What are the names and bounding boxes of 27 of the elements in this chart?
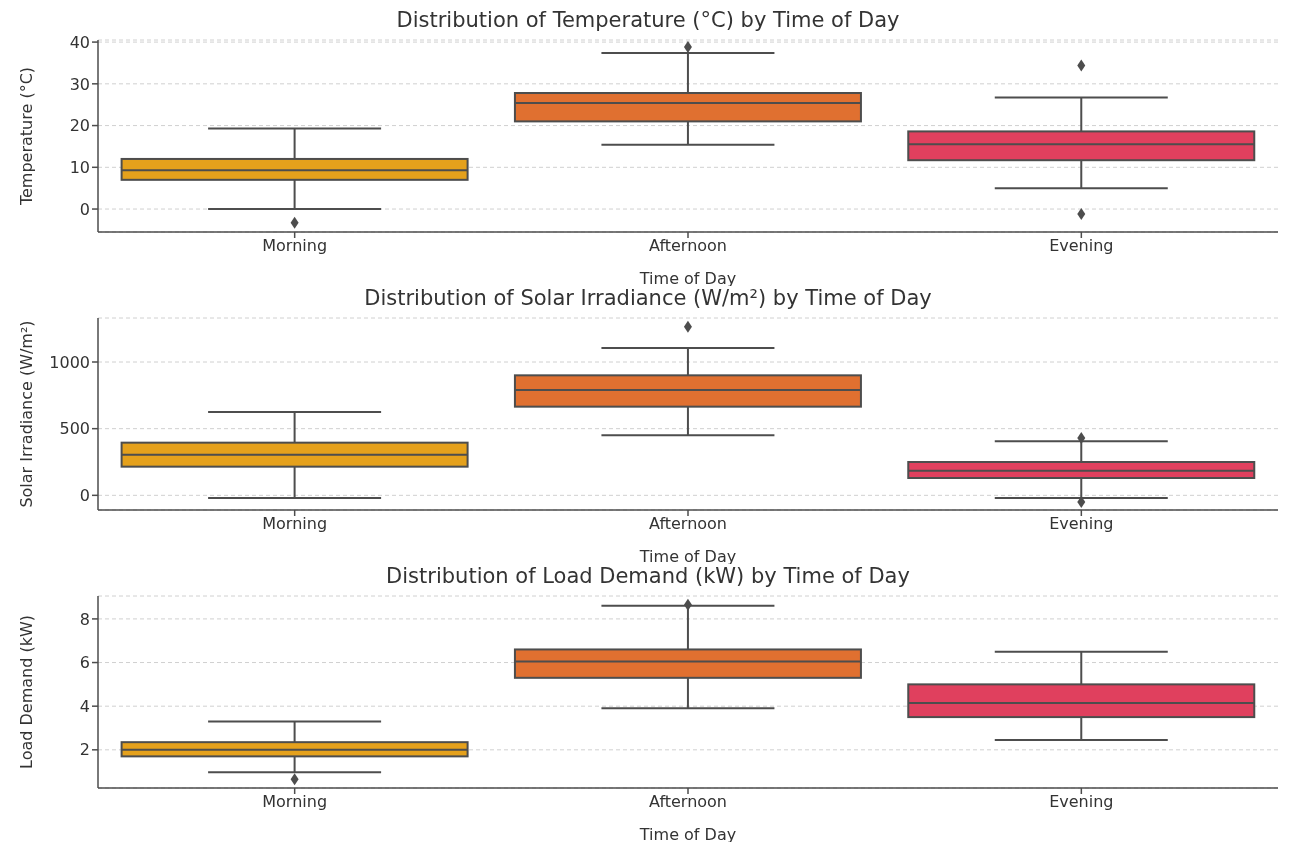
chart-title: Distribution of Solar Irradiance (W/m²) by Time of Day [363,286,933,312]
y-tick-label: 2 [79,740,90,760]
y-tick-label: 6 [79,653,90,673]
x-tick-label: Afternoon [649,236,727,256]
x-tick-label: Morning [262,792,328,812]
y-tick-label: 30 [69,74,90,94]
y-tick-label: 20 [69,116,90,136]
y-tick-label: 10 [69,157,90,177]
chart-title: Distribution of Temperature (°C) by Time of Day [395,8,901,34]
y-tick-label: 1000 [49,352,90,372]
y-tick-label: 0 [79,199,90,219]
y-tick-label: 8 [79,609,90,629]
x-tick-label: Afternoon [649,514,727,534]
y-tick-label: 500 [59,419,90,439]
x-tick-label: Morning [262,236,328,256]
y-axis-title: Load Demand (kW) [16,615,36,769]
y-tick-label: 0 [79,486,90,506]
x-tick-label: Morning [262,514,328,534]
y-tick-label: 40 [69,32,90,52]
x-tick-label: Evening [1049,236,1114,256]
chart-title: Distribution of Load Demand (kW) by Time of Day [385,564,911,590]
y-axis-title: Solar Irradiance (W/m²) [16,320,36,508]
y-axis-title: Temperature (°C) [16,66,36,207]
x-tick-label: Evening [1049,514,1114,534]
x-tick-label: Evening [1049,792,1114,812]
y-tick-label: 4 [79,696,90,716]
x-tick-label: Afternoon [649,792,727,812]
